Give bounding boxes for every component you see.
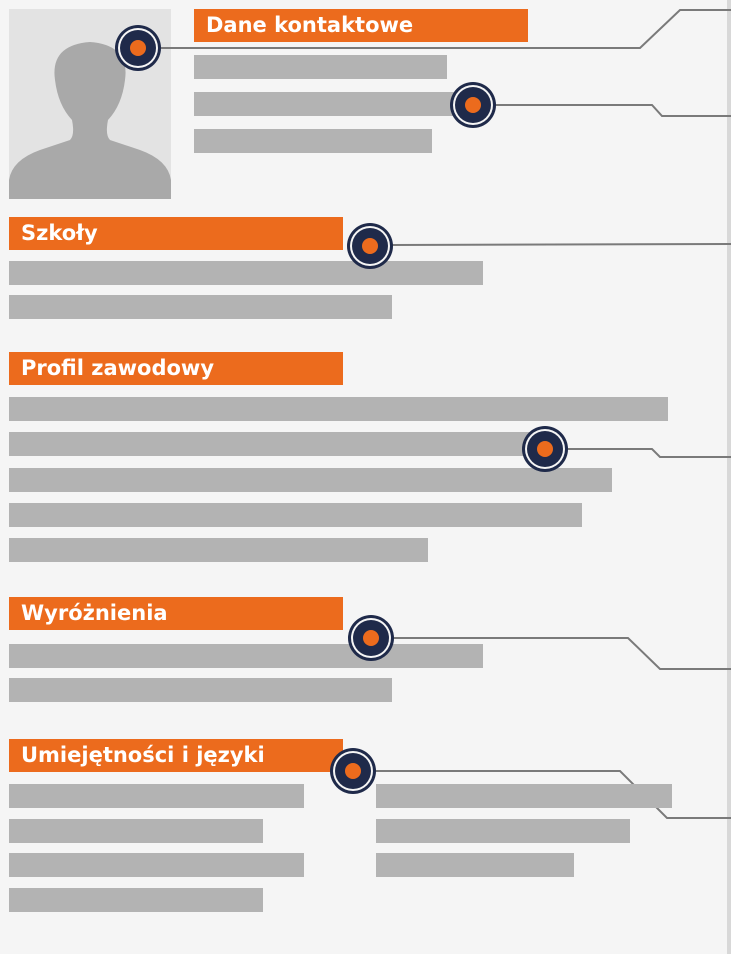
profile-section: Profil zawodowy: [9, 352, 668, 562]
marker-ring: [537, 441, 553, 457]
marker-ring: [345, 763, 361, 779]
right-edge: [727, 0, 731, 954]
section-title: Wyróżnienia: [21, 601, 168, 625]
marker: [522, 426, 568, 472]
marker: [115, 25, 161, 71]
schools-section: Szkoły: [9, 217, 483, 319]
marker-ring: [465, 97, 481, 113]
connectors: [160, 9, 731, 819]
markers: [115, 25, 568, 794]
marker-ring: [362, 238, 378, 254]
marker: [348, 615, 394, 661]
marker: [330, 748, 376, 794]
contact-section: Dane kontaktowe: [194, 9, 528, 153]
marker: [450, 82, 496, 128]
section-title: Szkoły: [21, 221, 98, 245]
section-title: Umiejętności i języki: [21, 743, 265, 767]
marker-ring: [130, 40, 146, 56]
marker: [347, 223, 393, 269]
awards-section: Wyróżnienia: [9, 597, 483, 702]
section-title: Dane kontaktowe: [206, 13, 413, 37]
section-title: Profil zawodowy: [21, 356, 214, 380]
marker-ring: [363, 630, 379, 646]
skills-section: Umiejętności i języki: [9, 739, 672, 912]
